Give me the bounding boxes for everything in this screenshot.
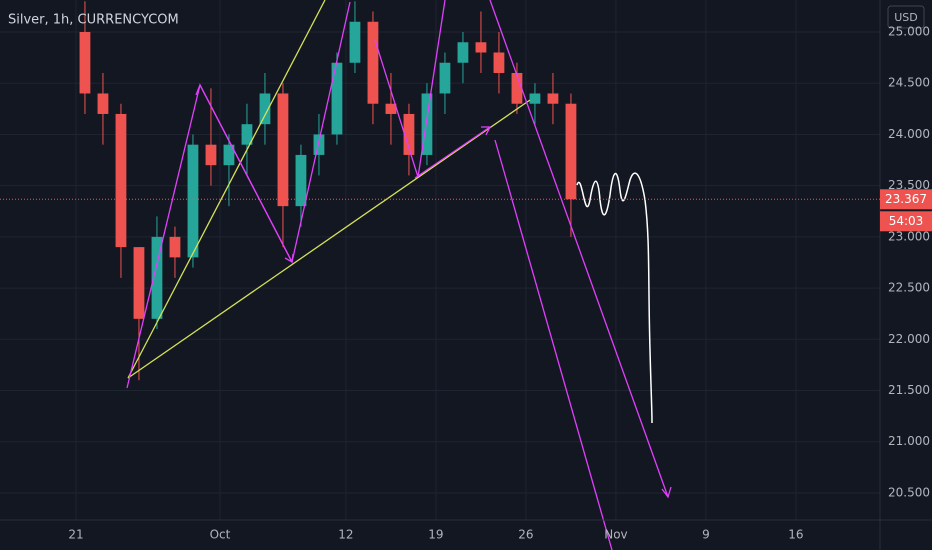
candle-body — [511, 72, 523, 104]
trend-line — [127, 99, 531, 379]
price-tag — [880, 189, 932, 210]
candle-body — [367, 21, 379, 104]
candle-body — [565, 103, 577, 200]
candle-body — [475, 42, 487, 53]
x-tick-label: 21 — [68, 528, 83, 542]
candle-body — [493, 52, 505, 73]
x-tick-label: 19 — [428, 528, 443, 542]
arrow — [494, 139, 613, 550]
candle-body — [385, 103, 397, 114]
candle-body — [133, 247, 145, 319]
x-tick-label: 9 — [702, 528, 710, 542]
currency-label: USD — [894, 11, 918, 24]
candle-body — [169, 236, 181, 258]
candle-body — [223, 144, 235, 166]
candle-body — [313, 134, 325, 155]
candle-body — [151, 236, 163, 319]
y-tick-label: 22.500 — [888, 281, 930, 295]
x-tick-label: 26 — [518, 528, 533, 542]
candle-body — [421, 93, 433, 155]
candle-body — [529, 93, 541, 104]
trend-line — [127, 0, 326, 379]
arrow-head — [661, 486, 672, 499]
y-tick-label: 20.500 — [888, 485, 930, 499]
candle-body — [331, 62, 343, 135]
last-price-label: 23.367 — [885, 192, 927, 206]
currency-button[interactable] — [887, 5, 925, 29]
arrow-head — [481, 126, 492, 136]
candle-body — [349, 21, 361, 63]
countdown-tag — [880, 211, 932, 232]
candle-body — [403, 113, 415, 155]
chart-title: Silver, 1h, CURRENCYCOM — [8, 13, 179, 28]
candle-body — [295, 154, 307, 207]
arrow-head — [284, 253, 294, 264]
candle-body — [205, 144, 217, 166]
x-tick-label: Nov — [604, 528, 627, 542]
y-tick-label: 23.500 — [888, 178, 930, 192]
arrow-head — [195, 84, 201, 96]
zigzag — [126, 1, 351, 389]
candle-body — [241, 124, 253, 145]
drawings — [126, 0, 672, 550]
zigzag — [374, 0, 446, 178]
candle-body — [187, 144, 199, 258]
candle-body — [547, 93, 559, 104]
arrow — [414, 126, 491, 179]
countdown-label: 54:03 — [889, 214, 924, 228]
arrow — [489, 0, 669, 498]
candle-body — [259, 93, 271, 125]
plot-area — [0, 0, 880, 520]
candle-body — [457, 42, 469, 63]
projection-path — [576, 172, 653, 424]
y-tick-label: 22.000 — [888, 332, 930, 346]
y-tick-label: 24.500 — [888, 76, 930, 90]
y-tick-label: 25.000 — [888, 25, 930, 39]
candle-body — [439, 62, 451, 94]
y-tick-label: 21.500 — [888, 383, 930, 397]
candle-body — [115, 113, 127, 248]
y-tick-label: 24.000 — [888, 127, 930, 141]
zigzag — [199, 84, 293, 263]
x-tick-label: 16 — [788, 528, 803, 542]
x-tick-label: Oct — [210, 528, 231, 542]
candle-body — [79, 32, 91, 94]
x-tick-label: 12 — [338, 528, 353, 542]
candle-body — [97, 93, 109, 114]
y-tick-label: 21.000 — [888, 434, 930, 448]
y-tick-label: 23.000 — [888, 229, 930, 243]
candle-body — [277, 93, 289, 207]
